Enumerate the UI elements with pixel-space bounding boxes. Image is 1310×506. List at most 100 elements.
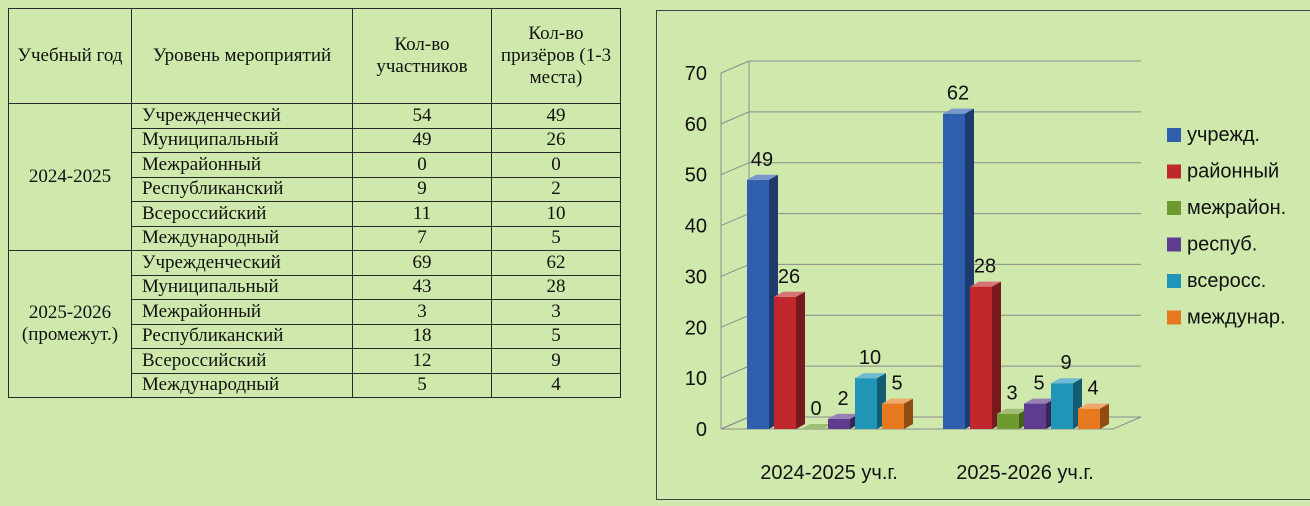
year-cell: 2025-2026 (промежут.) [8, 250, 132, 398]
table-row: 2025-2026 (промежут.) Учрежденческий 69 … [8, 250, 621, 398]
y-tick-label: 50 [685, 165, 707, 187]
bar [747, 179, 769, 429]
participants-cell: 54 [352, 103, 492, 129]
y-tick-label: 40 [685, 216, 707, 238]
legend-label: всеросс. [1187, 270, 1266, 292]
legend-label: районный [1187, 161, 1279, 183]
winners-cell: 28 [491, 274, 621, 300]
table-header-row: Учебный год Уровень мероприятий Кол-во у… [8, 8, 621, 104]
y-tick-label: 70 [685, 63, 707, 85]
y-tick-label: 0 [696, 419, 707, 441]
bar-top [882, 398, 913, 404]
y-tick-label: 60 [685, 114, 707, 136]
table-row: Муниципальный 49 26 [9, 127, 621, 153]
winners-cell: 2 [491, 176, 621, 202]
side-gridline [720, 263, 750, 277]
side-gridline [720, 162, 750, 176]
data-label: 5 [1033, 373, 1044, 395]
winners-cell: 0 [491, 152, 621, 178]
winners-cell: 26 [491, 127, 621, 153]
chart-frame: 0 10 20 30 40 50 60 70 49 26 0 2 10 5 2024-2025 уч.г. 6… [656, 10, 1310, 500]
data-label: 3 [1006, 383, 1017, 405]
legend-swatch [1167, 164, 1181, 179]
participants-cell: 18 [352, 323, 492, 349]
legend-label: респуб. [1187, 234, 1257, 256]
bar-top [855, 373, 886, 379]
level-cell: Всероссийский [131, 348, 353, 374]
bar-top [747, 174, 778, 180]
bar-side [1100, 403, 1109, 429]
table-row: Межрайонный 0 0 [9, 152, 621, 178]
bar-top [943, 108, 974, 114]
data-label: 2 [837, 388, 848, 410]
winners-cell: 62 [491, 250, 621, 276]
events-table: Учебный год Уровень мероприятий Кол-во у… [8, 8, 621, 398]
level-cell: Учрежденческий [131, 103, 353, 129]
bar-side [796, 291, 805, 429]
side-gridline [720, 111, 750, 125]
bar-top [1078, 403, 1109, 409]
winners-cell: 9 [491, 348, 621, 374]
header-participants: Кол-во участников [352, 8, 492, 104]
bar-top [1051, 378, 1082, 384]
data-label: 62 [947, 83, 969, 105]
bar-top [801, 424, 832, 429]
bar-top [828, 413, 859, 419]
bar-top [997, 408, 1028, 414]
table-row: Международный 5 4 [9, 372, 621, 398]
participants-cell: 9 [352, 176, 492, 202]
bar-top [774, 291, 805, 297]
participants-cell: 3 [352, 299, 492, 325]
level-cell: Международный [131, 225, 353, 251]
table-row: Межрайонный 3 3 [9, 299, 621, 325]
participants-cell: 49 [352, 127, 492, 153]
legend-label: межрайон. [1187, 197, 1286, 219]
bar-top [1024, 398, 1055, 404]
year-cell: 2024-2025 [8, 103, 132, 251]
side-gridline [720, 60, 750, 74]
winners-cell: 10 [491, 201, 621, 227]
y-tick-label: 10 [685, 368, 707, 390]
level-cell: Всероссийский [131, 201, 353, 227]
bar [882, 403, 904, 429]
y-tick-label: 20 [685, 317, 707, 339]
level-cell: Учрежденческий [131, 250, 353, 276]
bar [997, 413, 1019, 429]
bar-top [970, 281, 1001, 287]
data-label: 26 [778, 266, 800, 288]
legend-label: междунар. [1187, 307, 1286, 329]
bar [943, 113, 965, 429]
table-row: Всероссийский 12 9 [9, 348, 621, 374]
side-gridline [720, 213, 750, 227]
bar [1051, 383, 1073, 429]
level-cell: Республиканский [131, 323, 353, 349]
level-cell: Муниципальный [131, 127, 353, 153]
bar [1024, 403, 1046, 429]
table-row: Всероссийский 11 10 [9, 201, 621, 227]
participants-cell: 0 [352, 152, 492, 178]
side-gridline [720, 314, 750, 328]
data-label: 10 [859, 347, 881, 369]
side-gridline [720, 365, 750, 379]
data-table-wrapper: Учебный год Уровень мероприятий Кол-во у… [8, 8, 621, 398]
header-winners: Кол-во призёров (1-3 места) [491, 8, 621, 104]
bar [855, 378, 877, 429]
bar [1078, 408, 1100, 429]
level-cell: Муниципальный [131, 274, 353, 300]
winners-cell: 3 [491, 299, 621, 325]
data-label: 49 [751, 149, 773, 171]
y-tick-label: 30 [685, 266, 707, 288]
winners-cell: 5 [491, 225, 621, 251]
header-level: Уровень мероприятий [131, 8, 353, 104]
legend-swatch [1167, 274, 1181, 288]
winners-cell: 5 [491, 323, 621, 349]
participants-cell: 11 [352, 201, 492, 227]
bar [970, 286, 992, 429]
participants-cell: 5 [352, 372, 492, 398]
data-label: 4 [1087, 378, 1098, 400]
participants-cell: 43 [352, 274, 492, 300]
level-cell: Межрайонный [131, 299, 353, 325]
bar-side [992, 281, 1001, 429]
level-cell: Республиканский [131, 176, 353, 202]
